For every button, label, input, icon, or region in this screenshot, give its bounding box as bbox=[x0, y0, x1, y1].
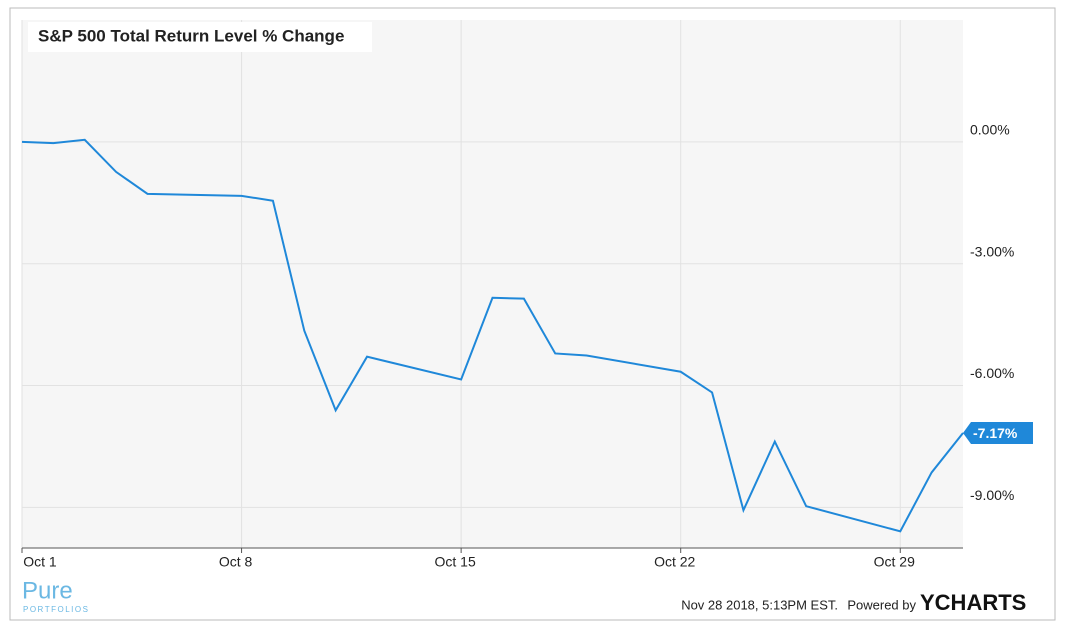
x-tick-label: Oct 15 bbox=[435, 554, 476, 570]
logo: Pure bbox=[22, 577, 73, 604]
y-tick-label: 0.00% bbox=[970, 122, 1010, 138]
y-tick-label: -9.00% bbox=[970, 487, 1014, 503]
logo-sub: PORTFOLIOS bbox=[23, 605, 89, 614]
line bbox=[21, 138, 964, 533]
x-tick-label: Oct 1 bbox=[23, 554, 57, 570]
chart-title: S&P 500 Total Return Level % Change bbox=[38, 26, 344, 45]
timestamp: Nov 28 2018, 5:13PM EST. bbox=[681, 597, 838, 612]
plot-area bbox=[22, 20, 963, 548]
x-tick-label: Oct 29 bbox=[874, 554, 915, 570]
grid bbox=[21, 20, 963, 548]
brand: YCHARTS bbox=[920, 590, 1026, 615]
title-box bbox=[28, 22, 372, 52]
x-tick-label: Oct 22 bbox=[654, 554, 695, 570]
value-label: -7.17% bbox=[973, 425, 1018, 441]
powered-by: Powered by bbox=[847, 597, 916, 612]
y-tick-label: -3.00% bbox=[970, 243, 1014, 259]
x-tick-label: Oct 8 bbox=[219, 554, 253, 570]
y-tick-label: -6.00% bbox=[970, 365, 1014, 381]
value-label-box bbox=[963, 422, 1033, 445]
